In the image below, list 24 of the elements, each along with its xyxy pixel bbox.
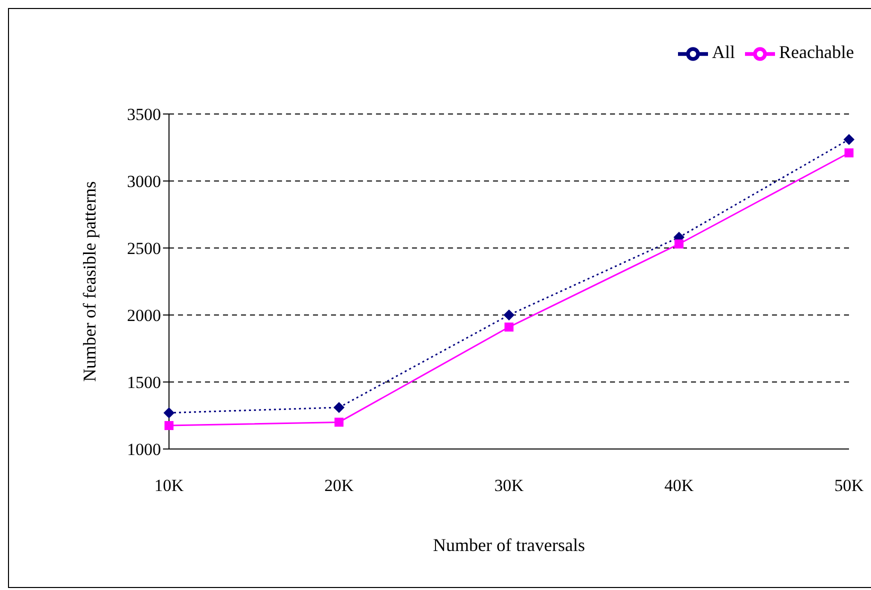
y-tick-label: 1500 [127, 373, 161, 392]
y-tick-label: 1000 [127, 440, 161, 460]
y-tick-label: 3000 [127, 172, 161, 192]
legend-label: Reachable [779, 42, 854, 62]
point [844, 134, 854, 145]
y-tick-label: 3500 [127, 105, 161, 124]
x-tick-label: 40K [664, 476, 694, 496]
y-axis-title: Number of feasible patterns [79, 181, 100, 382]
point [164, 407, 174, 418]
point [674, 239, 684, 248]
x-axis-title: Number of traversals [433, 535, 585, 555]
x-tick-label: 50K [834, 476, 864, 496]
point [164, 421, 174, 430]
point [844, 148, 854, 158]
x-tick-label: 10K [154, 476, 184, 496]
x-tick-label: 20K [324, 476, 354, 496]
x-tick-label: 30K [494, 476, 524, 496]
y-tick-label: 2000 [127, 306, 161, 326]
point [504, 310, 514, 320]
y-tick-label: 2500 [127, 239, 161, 258]
point [334, 402, 344, 413]
legend-label: All [712, 42, 736, 62]
point [334, 418, 344, 427]
point [504, 322, 514, 332]
